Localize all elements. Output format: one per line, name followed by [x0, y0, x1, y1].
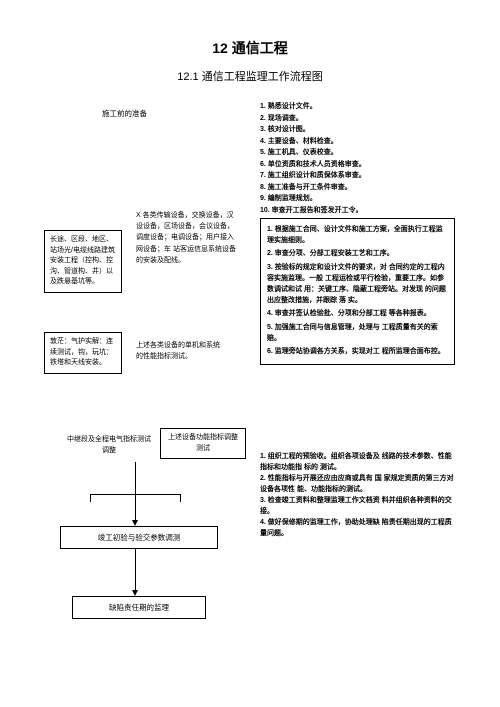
rl1-1: 1. 熟悉设计文件。	[260, 102, 440, 113]
page-subtitle: 12.1 通信工程监理工作流程图	[30, 68, 470, 84]
flow-line-2	[135, 548, 136, 592]
mid-text-2: 上述各类设备的单机和系统的性能指标测试。	[136, 340, 226, 362]
label-prep: 施工前的准备	[102, 108, 147, 119]
flow-stub-r	[180, 494, 181, 502]
rl3-2: 2. 性能指标与开展还应由应商或具有 国 家规定资质的第三方对设备各项性 能、功…	[260, 474, 455, 495]
rl1-4: 4. 主要设备、材料检查。	[260, 137, 440, 148]
right-bigbox-2: 1. 根据施工合同、设计文件和施工方案，全面执行工程监理实施细则。 2. 审查分…	[260, 218, 455, 365]
rb2-4: 4. 审查并签认检验批、分项和分部工程 等各种报表。	[267, 308, 448, 319]
rl1-5: 5. 施工机具、仪表校查。	[260, 148, 440, 159]
rl1-8: 8. 施工准备与开工条件审查。	[260, 183, 440, 194]
rb2-5: 5. 加强施工合同与信息管理，处理与 工程质量有关的索赔。	[267, 322, 448, 344]
mid4-box: 竣工初验与验交参数调测	[60, 526, 218, 549]
rb2-6: 6. 监理旁站协调各方关系，实现对工 程所监理合面布控。	[267, 346, 448, 357]
rl1-9: 9. 编制监理规划。	[260, 194, 440, 205]
rl3-3: 3. 检查竣工资料和整理监理工作文档资 料并组织各种资料的交接。	[260, 496, 455, 517]
flow-hline-1	[90, 494, 180, 495]
flowchart-canvas: 施工前的准备 1. 熟悉设计文件。 2. 现场调查。 3. 核对设计图。 4. …	[30, 102, 470, 662]
rl1-3: 3. 核对设计图。	[260, 125, 440, 136]
rl1-7: 7. 施工组织设计和质保体系审查。	[260, 171, 440, 182]
rl3-1: 1. 组织工程的预验收。组织各项设备及 线路的技术参数、性能指标和功能指 标的 …	[260, 452, 455, 473]
page-title: 12 通信工程	[30, 38, 470, 58]
rb2-1: 1. 根据施工合同、设计文件和施工方案，全面执行工程监理实施细则。	[267, 224, 448, 246]
left-box-1: 长途、区段、地区、站场光/电缆线路建筑安装工程（控构、控沟、管道构、井）以及跌悬…	[44, 230, 122, 293]
rb2-3: 3. 按验标的规定和设计文件的要求，对 合同约定的工程内容实施监理。一般 工程运…	[267, 262, 448, 307]
rb2-2: 2. 审查分项、分部工程安装工艺和工序。	[267, 248, 448, 259]
rl1-6: 6. 单位资质和技术人员资格审查。	[260, 160, 440, 171]
right-list-1: 1. 熟悉设计文件。 2. 现场调查。 3. 核对设计图。 4. 主要设备、材料…	[260, 102, 440, 217]
mid5-box: 缺陷责任期的监理	[72, 596, 206, 619]
mid-text-1: X 各类传输设备，交换设备，汉设设备，区场设备，会议设备，调度设备；电调设备；用…	[136, 210, 236, 266]
flow-stub-l	[90, 494, 91, 502]
right-list-3: 1. 组织工程的预验收。组织各项设备及 线路的技术参数、性能指标和功能指 标的 …	[260, 452, 455, 540]
mid3-box: 上述设备功能指标调整测试	[160, 428, 246, 459]
rl3-4: 4. 做好保修期的监理工作，协助处理缺 陷责任期出现的工程质量问题。	[260, 518, 455, 539]
mid3-label: 中继段及全程电气指标测试调整	[64, 434, 154, 456]
flow-line-1	[135, 462, 136, 522]
rl1-10: 10. 审查开工报告和签发开工令。	[260, 206, 440, 217]
rl1-2: 2. 现场调查。	[260, 114, 440, 125]
left-box-2: 敦茫：气护实解：连续测试，钩，玩坑：铁塔和天线安装。	[44, 332, 122, 374]
